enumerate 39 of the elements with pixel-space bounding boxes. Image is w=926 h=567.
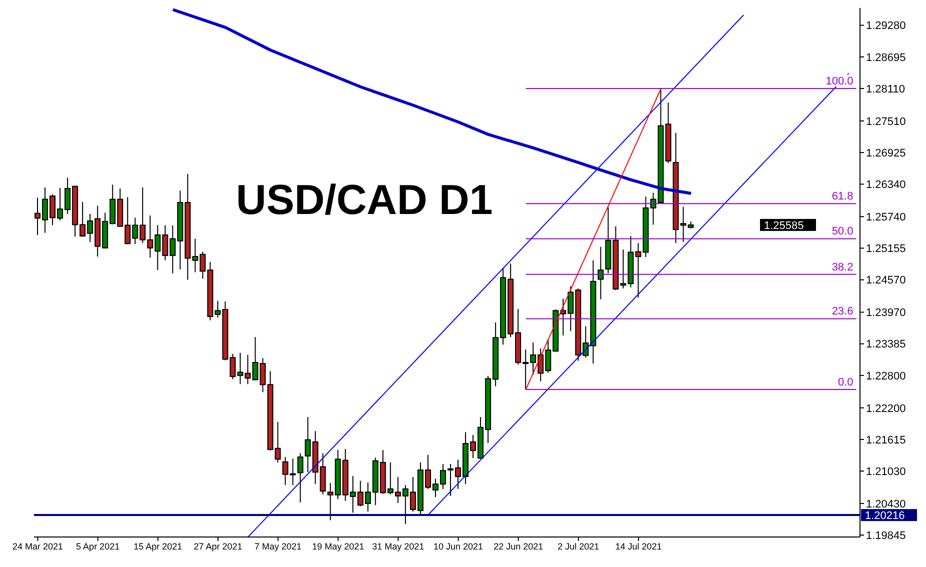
y-tick-label: 1.28110 bbox=[866, 83, 905, 96]
x-tick-label: 14 Jul 2021 bbox=[615, 541, 662, 552]
y-tick-label: 1.19845 bbox=[866, 530, 906, 542]
x-tick-label: 31 May 2021 bbox=[372, 541, 424, 552]
x-tick-label: 2 Jul 2021 bbox=[558, 541, 600, 552]
x-tick-label: 24 Mar 2021 bbox=[12, 541, 64, 552]
x-tick-label: 19 May 2021 bbox=[312, 541, 364, 552]
ref-line-label: 1.20216 bbox=[865, 510, 905, 522]
x-tick-label: 10 Jun 2021 bbox=[433, 541, 484, 552]
y-tick-label: 1.26340 bbox=[866, 179, 906, 192]
series-label: 38.2 bbox=[832, 261, 854, 274]
y-tick-label: 1.25155 bbox=[866, 243, 906, 256]
text: USD/CAD D1 bbox=[236, 176, 493, 224]
x-tick-label: 5 Apr 2021 bbox=[76, 541, 120, 552]
series-label: 50.0 bbox=[832, 226, 854, 238]
x-tick-label: 27 Apr 2021 bbox=[194, 541, 242, 552]
y-tick-label: 1.23385 bbox=[866, 338, 906, 351]
annotation: 1.25585 bbox=[764, 220, 804, 232]
series-label: 100.0 bbox=[826, 76, 854, 88]
y-tick-label: 1.26925 bbox=[866, 147, 906, 160]
y-tick-label: 1.20430 bbox=[866, 498, 906, 510]
series-label: 0.0 bbox=[838, 376, 854, 388]
x-tick-label: 15 Apr 2021 bbox=[134, 541, 182, 552]
y-tick-label: 1.21030 bbox=[866, 466, 906, 478]
x-tick-label: 7 May 2021 bbox=[254, 541, 302, 552]
series-label: 61.8 bbox=[832, 190, 854, 203]
y-tick-label: 1.25740 bbox=[866, 211, 906, 224]
candlestick bbox=[598, 246, 604, 300]
x-tick-label: 22 Jun 2021 bbox=[494, 541, 544, 552]
y-tick-label: 1.28695 bbox=[866, 52, 906, 64]
y-tick-label: 1.21615 bbox=[866, 434, 906, 446]
candlestick bbox=[297, 452, 304, 503]
y-tick-label: 1.27510 bbox=[866, 116, 906, 128]
series-label: 23.6 bbox=[832, 306, 854, 318]
y-tick-label: 1.24570 bbox=[866, 274, 906, 287]
y-tick-label: 1.29280 bbox=[866, 20, 906, 32]
y-tick-label: 1.22800 bbox=[866, 370, 906, 382]
y-tick-label: 1.23970 bbox=[866, 307, 906, 320]
y-tick-label: 1.22200 bbox=[866, 402, 906, 415]
